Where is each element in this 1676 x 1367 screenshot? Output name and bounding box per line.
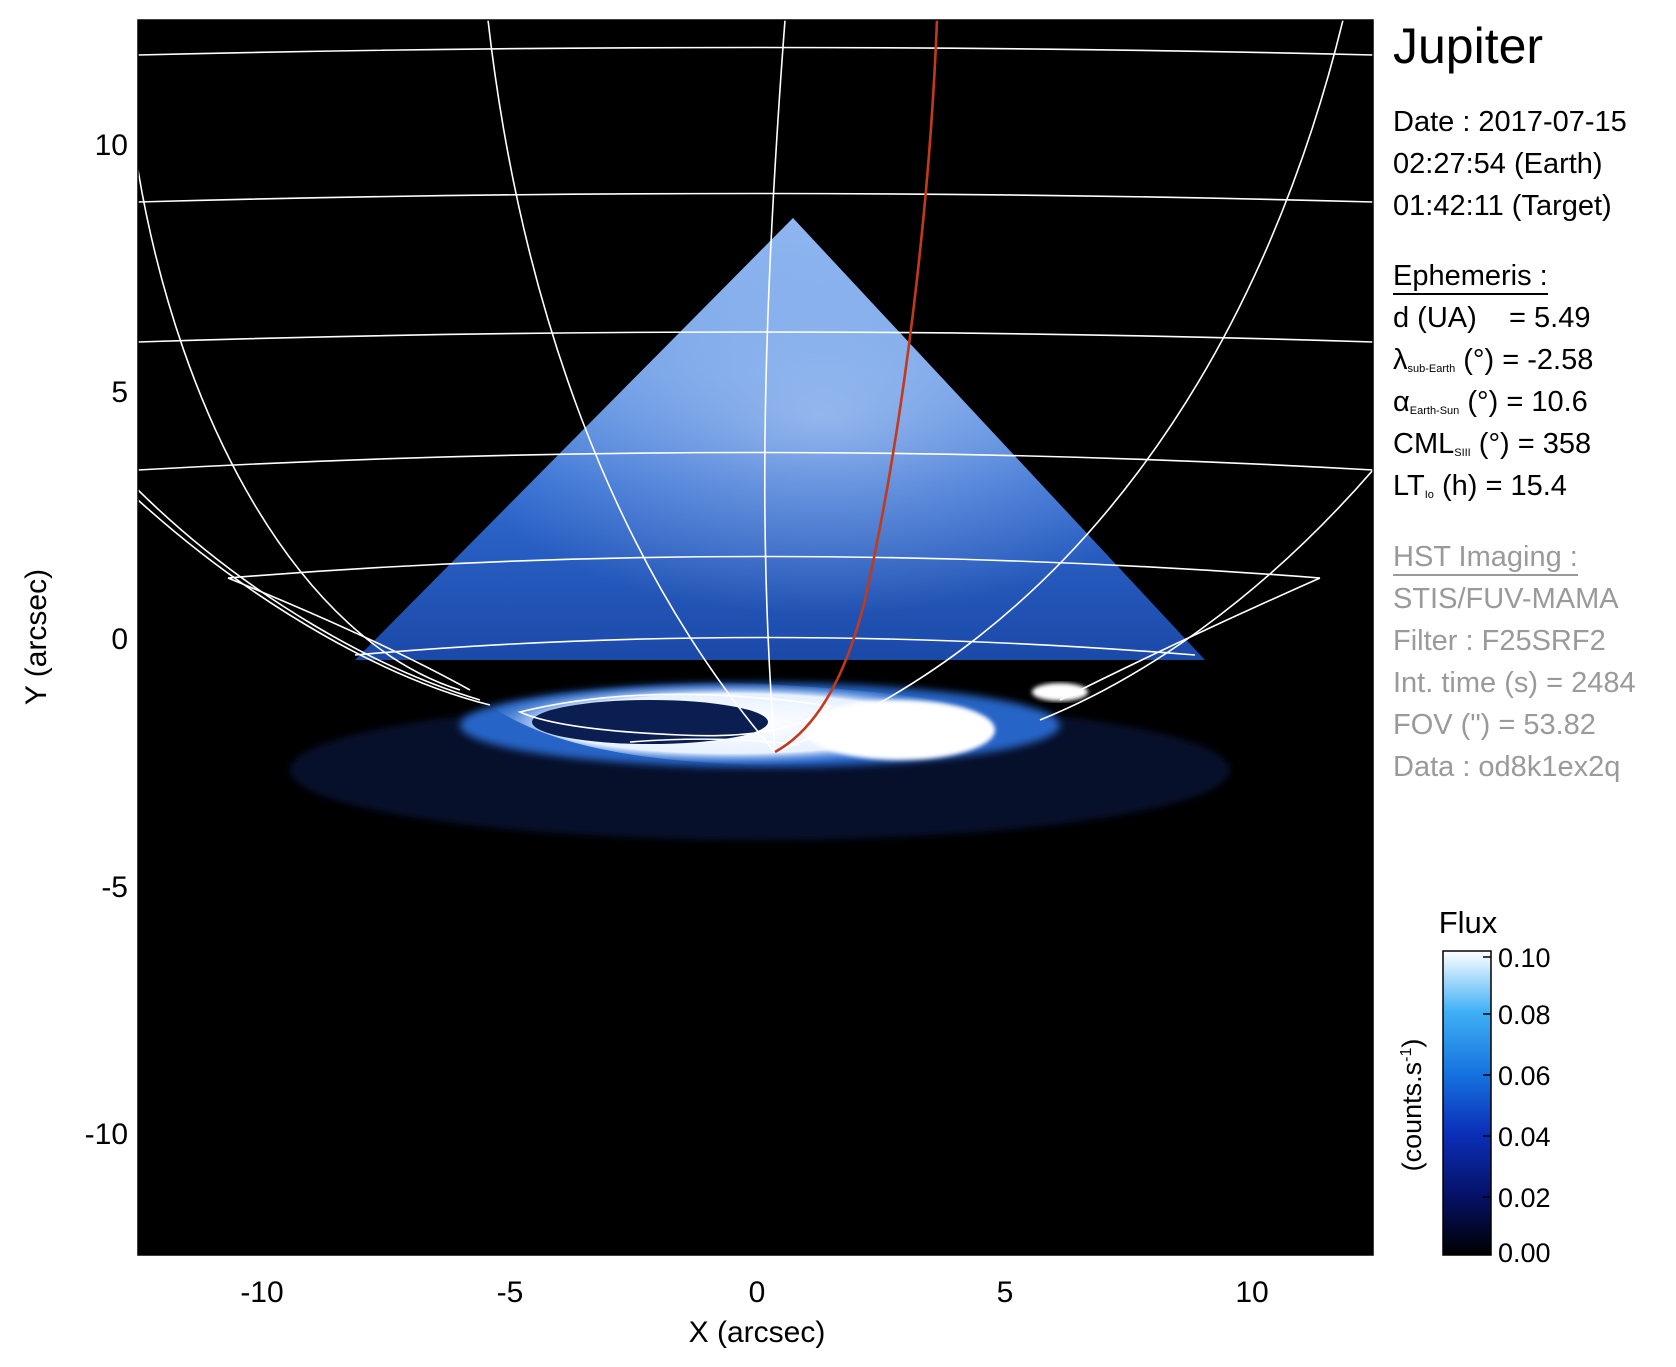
y-tick-label: -10: [85, 1118, 128, 1151]
cml-line: CMLSIII (°) = 358: [1393, 423, 1593, 465]
aurora-dark-interior: [532, 700, 768, 744]
target-time-line: 01:42:11 (Target): [1393, 190, 1612, 222]
date-block: Date : 2017-07-15 02:27:54 (Earth) 01:42…: [1393, 101, 1627, 227]
colorbar-tick-labels: 0.10 0.08 0.06 0.04 0.02 0.00: [1498, 943, 1551, 1268]
earth-time-line: 02:27:54 (Earth): [1393, 148, 1603, 180]
longitude-line: [774, 20, 1344, 753]
longitude-grid: [138, 20, 1373, 753]
colorbar-tick-label: 0.04: [1498, 1122, 1551, 1152]
hst-header: HST Imaging :: [1393, 540, 1578, 576]
latitude-grid: [138, 46, 1373, 746]
latitude-oval: [517, 693, 832, 737]
lt-sub: Io: [1424, 489, 1434, 501]
x-axis-label: X (arcsec): [689, 1316, 826, 1349]
phase-sub: Earth-Sun: [1409, 405, 1460, 417]
x-tick-labels: -10 -5 0 5 10: [240, 1276, 1268, 1309]
latitude-line: [1059, 577, 1321, 701]
longitude-line: [138, 169, 461, 691]
colorbar-label-close: ): [1397, 1039, 1427, 1048]
data-id-line: Data : od8k1ex2q: [1393, 751, 1621, 783]
phase-symbol: α: [1393, 386, 1410, 418]
colorbar-label-sup: -1: [1398, 1048, 1415, 1062]
lt-symbol: LT: [1393, 470, 1425, 502]
target-title: Jupiter: [1393, 18, 1544, 74]
colorbar-ticks: [1483, 956, 1491, 1253]
hst-block: HST Imaging : STIS/FUV-MAMA Filter : F25…: [1393, 536, 1636, 788]
phase-line: αEarth-Sun (°) = 10.6: [1393, 381, 1593, 423]
date-line: Date : 2017-07-15: [1393, 106, 1627, 138]
latitude-line: [138, 451, 1373, 471]
aurora-bright-spot: [805, 700, 995, 760]
latitude-line: [227, 555, 1321, 579]
colorbar-tick-label: 0.08: [1498, 1000, 1551, 1030]
lat-sub: sub-Earth: [1407, 363, 1456, 375]
colorbar-title: Flux: [1439, 905, 1498, 940]
lt-value: (h) = 15.4: [1433, 470, 1567, 502]
cml-symbol: CML: [1393, 428, 1455, 460]
lat-value: (°) = -2.58: [1455, 344, 1594, 376]
info-panel: Jupiter: [1393, 14, 1543, 78]
longitude-line: [138, 489, 481, 701]
distance-line: d (UA) = 5.49: [1393, 302, 1591, 334]
observed-field-bright: [355, 218, 1205, 660]
x-tick-label: 10: [1235, 1276, 1268, 1309]
latitude-line: λsub-Earth (°) = -2.58: [1393, 339, 1593, 381]
filter-line: Filter : F25SRF2: [1393, 625, 1606, 657]
colorbar-tick-label: 0.06: [1498, 1061, 1551, 1091]
y-tick-label: 5: [111, 376, 128, 409]
cml-value: (°) = 358: [1470, 428, 1592, 460]
y-axis-label: Y (arcsec): [20, 569, 53, 705]
phase-value: (°) = 10.6: [1459, 386, 1588, 418]
cml-sub: SIII: [1454, 447, 1471, 459]
longitude-line: [487, 20, 776, 753]
x-tick-label: -5: [497, 1276, 524, 1309]
io-footprint-track: [774, 20, 939, 754]
y-tick-label: 10: [95, 129, 128, 162]
colorbar-tick-label: 0.10: [1498, 943, 1551, 973]
colorbar-tick-label: 0.02: [1498, 1183, 1551, 1213]
latitude-line: [138, 192, 1373, 203]
y-tick-label: 0: [111, 623, 128, 656]
lat-symbol: λ: [1393, 344, 1408, 376]
longitude-line: [763, 20, 786, 753]
latitude-line: [138, 46, 1373, 56]
ephemeris-header: Ephemeris :: [1393, 259, 1548, 295]
colorbar-label: (counts.s-1): [1397, 1039, 1427, 1172]
plot-frame: [137, 19, 1374, 1256]
latitude-line: [629, 738, 801, 746]
latitude-line: [354, 636, 1196, 656]
longitude-line: [138, 499, 491, 706]
ephemeris-block: Ephemeris : d (UA) = 5.49 λsub-Earth (°)…: [1393, 255, 1593, 507]
longitude-line: [1039, 469, 1373, 721]
image-content: [138, 20, 1373, 840]
y-tick-label: -5: [101, 871, 128, 904]
latitude-line: [138, 331, 1373, 343]
y-tick-labels: 10 5 0 -5 -10: [85, 129, 128, 1151]
lt-line: LTIo (h) = 15.4: [1393, 465, 1593, 507]
int-time-line: Int. time (s) = 2484: [1393, 667, 1636, 699]
colorbar: [1442, 950, 1492, 1256]
fov-line: FOV (") = 53.82: [1393, 709, 1596, 741]
x-tick-label: -10: [240, 1276, 283, 1309]
x-tick-label: 5: [997, 1276, 1014, 1309]
io-footprint-spot: [1032, 683, 1088, 701]
x-tick-label: 0: [749, 1276, 766, 1309]
colorbar-label-text: (counts.s: [1397, 1062, 1427, 1172]
colorbar-tick-label: 0.00: [1498, 1238, 1551, 1268]
instrument-line: STIS/FUV-MAMA: [1393, 583, 1619, 615]
